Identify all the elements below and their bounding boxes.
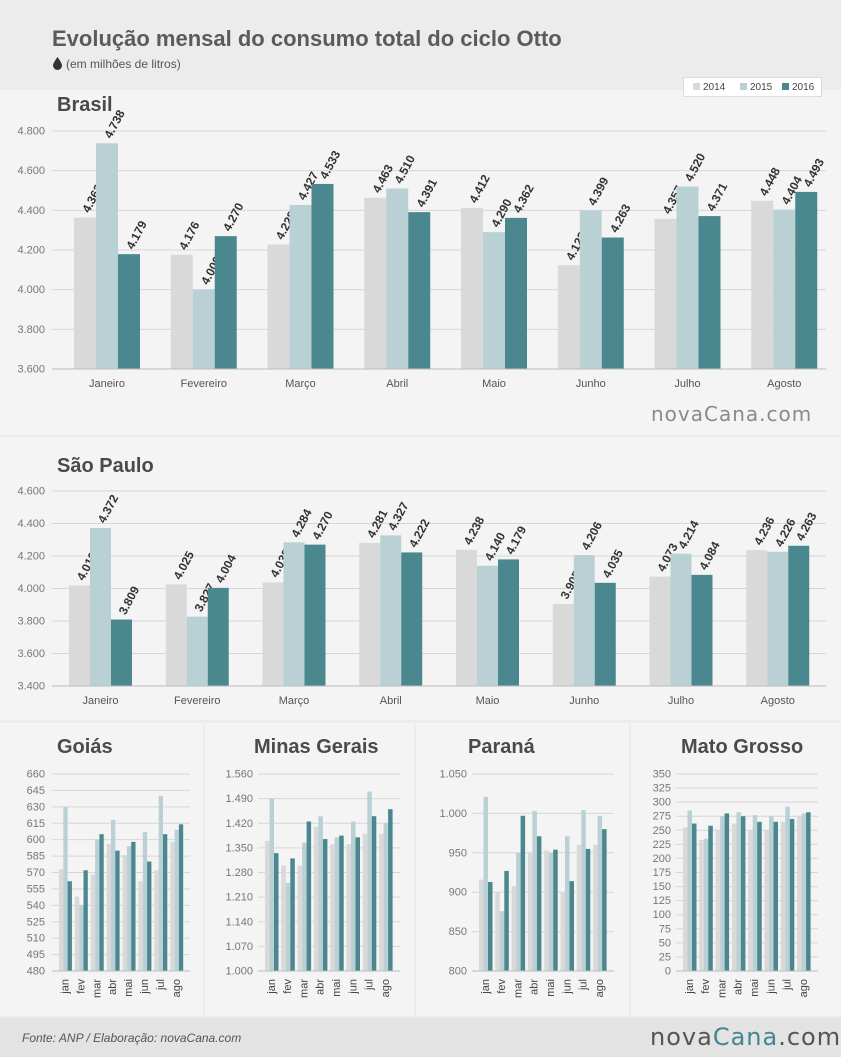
legend-label-2015: 2015 xyxy=(750,82,773,93)
panel-brasil: Brasil novaCana.com xyxy=(0,90,841,435)
panel-minas-gerais: Minas Gerais xyxy=(205,723,414,1016)
chart-title-mato-grosso: Mato Grosso xyxy=(681,736,804,758)
legend-label-2014: 2014 xyxy=(703,82,726,93)
legend-swatch-2015 xyxy=(740,83,747,90)
chart-title-minas-gerais: Minas Gerais xyxy=(254,736,379,758)
panel-parana: Paraná xyxy=(416,723,629,1016)
subtitle: (em milhões de litros) xyxy=(52,57,181,71)
chart-title-parana: Paraná xyxy=(468,736,535,758)
brand-part-cana: Cana xyxy=(712,1023,779,1051)
brand-part-nova: nova xyxy=(650,1023,713,1051)
header: Evolução mensal do consumo total do cicl… xyxy=(0,0,841,96)
source-note: Fonte: ANP / Elaboração: novaCana.com xyxy=(22,1031,242,1045)
chart-title-sao-paulo: São Paulo xyxy=(57,455,154,477)
drop-icon xyxy=(53,57,62,70)
unit-label: (em milhões de litros) xyxy=(66,57,181,71)
chart-title-goias: Goiás xyxy=(57,736,113,758)
legend-swatch-2014 xyxy=(693,83,700,90)
legend-item-2016: 2016 xyxy=(782,82,814,93)
legend-swatch-2016 xyxy=(782,83,789,90)
brand-part-com: .com xyxy=(778,1023,841,1051)
footer: Fonte: ANP / Elaboração: novaCana.com no… xyxy=(0,1018,841,1057)
panel-goias: Goiás xyxy=(0,723,203,1016)
legend-label-2016: 2016 xyxy=(792,82,815,93)
panel-sao-paulo: São Paulo xyxy=(0,437,841,720)
legend-item-2015: 2015 xyxy=(740,82,772,93)
legend-item-2014: 2014 xyxy=(693,82,725,93)
brand-logo: novaCana.com xyxy=(650,1023,841,1051)
legend: 2014 2015 2016 xyxy=(683,77,822,97)
page-title: Evolução mensal do consumo total do cicl… xyxy=(52,26,562,51)
brand-watermark-brasil: novaCana.com xyxy=(651,402,813,426)
panel-mato-grosso: Mato Grosso xyxy=(631,723,841,1016)
chart-title-brasil: Brasil xyxy=(57,94,113,116)
